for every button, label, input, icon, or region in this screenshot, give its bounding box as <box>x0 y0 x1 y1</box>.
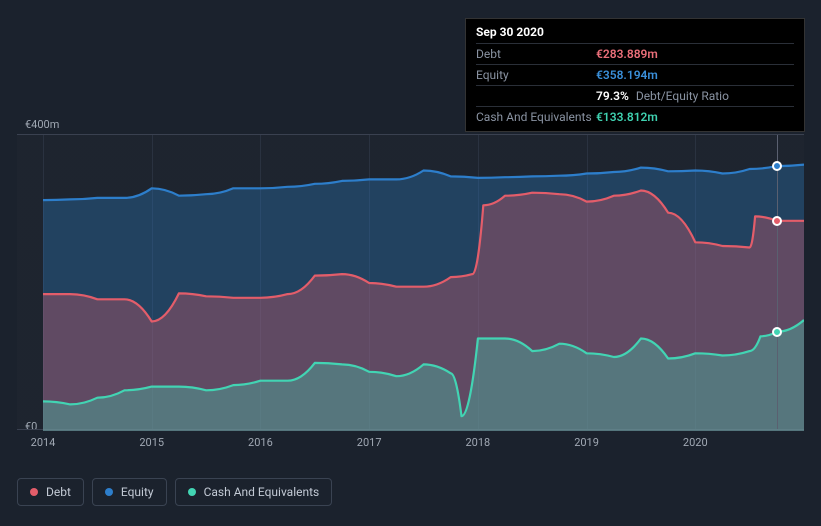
tooltip-row: Equity€358.194m <box>476 64 794 85</box>
x-tick-label: 2018 <box>465 436 490 449</box>
legend-swatch <box>30 488 38 496</box>
tooltip-row-sub: Debt/Equity Ratio <box>633 89 729 103</box>
x-tick-label: 2014 <box>31 436 56 449</box>
x-axis: 2014 2015 2016 2017 2018 2019 2020 <box>17 436 804 452</box>
hover-dot <box>772 327 782 337</box>
legend-swatch <box>188 488 196 496</box>
legend-label: Debt <box>46 485 71 499</box>
tooltip-row-label: Debt <box>476 47 596 61</box>
legend-label: Cash And Equivalents <box>204 485 320 499</box>
legend-label: Equity <box>121 485 154 499</box>
tooltip-row-label <box>476 89 596 103</box>
legend-swatch <box>105 488 113 496</box>
legend-item[interactable]: Debt <box>17 478 84 506</box>
financials-chart[interactable]: €400m €0 2014201520162017201820192020 <box>17 118 804 470</box>
hover-dot <box>772 161 782 171</box>
hover-marker-line <box>777 135 778 429</box>
x-tick-label: 2019 <box>574 436 599 449</box>
tooltip-row-value: €283.889m <box>596 47 658 61</box>
tooltip-row-label: Equity <box>476 68 596 82</box>
y-tick-max: €400m <box>25 118 59 131</box>
x-tick-label: 2017 <box>357 436 382 449</box>
tooltip-row: Debt€283.889m <box>476 43 794 64</box>
x-tick-label: 2020 <box>683 436 708 449</box>
legend: Debt Equity Cash And Equivalents <box>17 478 332 506</box>
tooltip-row-value: €133.812m <box>596 110 658 124</box>
tooltip-row-value: €358.194m <box>596 68 658 82</box>
chart-tooltip: Sep 30 2020 Debt€283.889mEquity€358.194m… <box>465 18 805 132</box>
tooltip-row-label: Cash And Equivalents <box>476 110 596 124</box>
tooltip-row: Cash And Equivalents€133.812m <box>476 106 794 127</box>
legend-item[interactable]: Equity <box>92 478 167 506</box>
legend-item[interactable]: Cash And Equivalents <box>175 478 333 506</box>
tooltip-row-value: 79.3% Debt/Equity Ratio <box>596 89 729 103</box>
x-tick-label: 2016 <box>248 436 273 449</box>
plot-area[interactable] <box>17 134 804 430</box>
tooltip-row: 79.3% Debt/Equity Ratio <box>476 85 794 106</box>
series-svg <box>17 135 804 431</box>
x-tick-label: 2015 <box>139 436 164 449</box>
tooltip-date: Sep 30 2020 <box>476 25 794 43</box>
hover-dot <box>772 216 782 226</box>
